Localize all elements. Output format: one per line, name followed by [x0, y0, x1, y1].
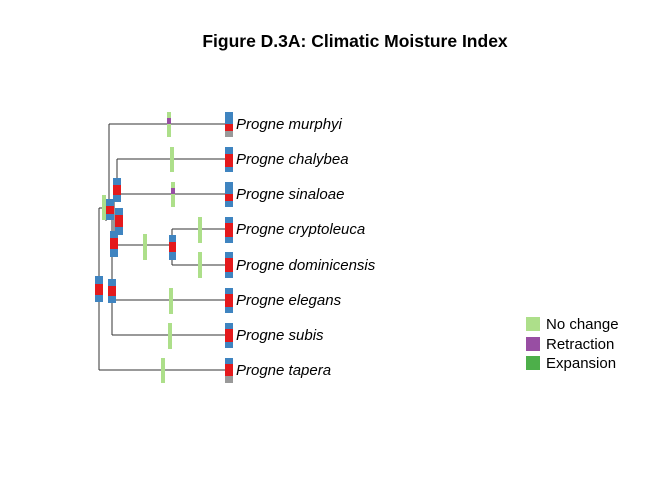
node-marker-root [95, 276, 103, 302]
tip-marker-chalybea [225, 147, 233, 172]
branch-marker-murphyi [167, 112, 171, 137]
tip-label: Progne subis [236, 327, 324, 344]
tip-marker-sinaloae [225, 182, 233, 207]
tip-marker-cryptoleuca [225, 217, 233, 243]
legend-label-no-change: No change [546, 316, 619, 333]
node-marker-115 [115, 208, 123, 235]
branch-marker-root [102, 195, 106, 220]
legend-swatch-expansion [526, 356, 540, 370]
tip-labels: Progne murphyi Progne chalybea Progne si… [236, 116, 376, 379]
retraction-marker-sinaloae [171, 188, 175, 194]
retraction-marker-murphyi [167, 118, 171, 124]
branch-marker-elegans [169, 288, 173, 314]
tip-marker-dominicensis [225, 252, 233, 278]
phylogeny-branches [98, 123, 229, 371]
tip-label: Progne sinaloae [236, 186, 344, 203]
tip-label: Progne elegans [236, 292, 342, 309]
tip-marker-subis [225, 323, 233, 348]
branch-marker-sinaloae [171, 182, 175, 207]
branch-marker-dominicensis [198, 252, 202, 278]
tip-label: Progne tapera [236, 362, 331, 379]
tip-label: Progne chalybea [236, 151, 349, 168]
branch-marker-cryptoleuca-clade [143, 234, 147, 260]
node-marker-110 [110, 231, 118, 257]
legend-label-retraction: Retraction [546, 336, 614, 353]
node-marker-106 [106, 199, 114, 220]
branch-marker-tapera [161, 358, 165, 383]
legend-label-expansion: Expansion [546, 355, 616, 372]
branch-marker-cryptoleuca [198, 217, 202, 243]
tip-marker-tapera [225, 358, 233, 383]
node-marker-172 [169, 235, 176, 260]
tip-label: Progne murphyi [236, 116, 343, 133]
legend-swatch-retraction [526, 337, 540, 351]
tip-marker-murphyi [225, 112, 233, 137]
legend-swatch-no-change [526, 317, 540, 331]
tip-markers [225, 112, 233, 383]
tip-marker-elegans [225, 288, 233, 313]
branch-change-markers [102, 112, 202, 383]
branch-marker-chalybea [170, 147, 174, 172]
tip-label: Progne cryptoleuca [236, 221, 365, 238]
figure-title: Figure D.3A: Climatic Moisture Index [202, 31, 508, 51]
tip-label: Progne dominicensis [236, 257, 376, 274]
legend: No change Retraction Expansion [526, 316, 619, 372]
node-state-markers [95, 178, 176, 303]
branch-marker-subis [168, 323, 172, 349]
node-marker-113 [113, 178, 121, 202]
node-marker-108 [108, 279, 116, 303]
